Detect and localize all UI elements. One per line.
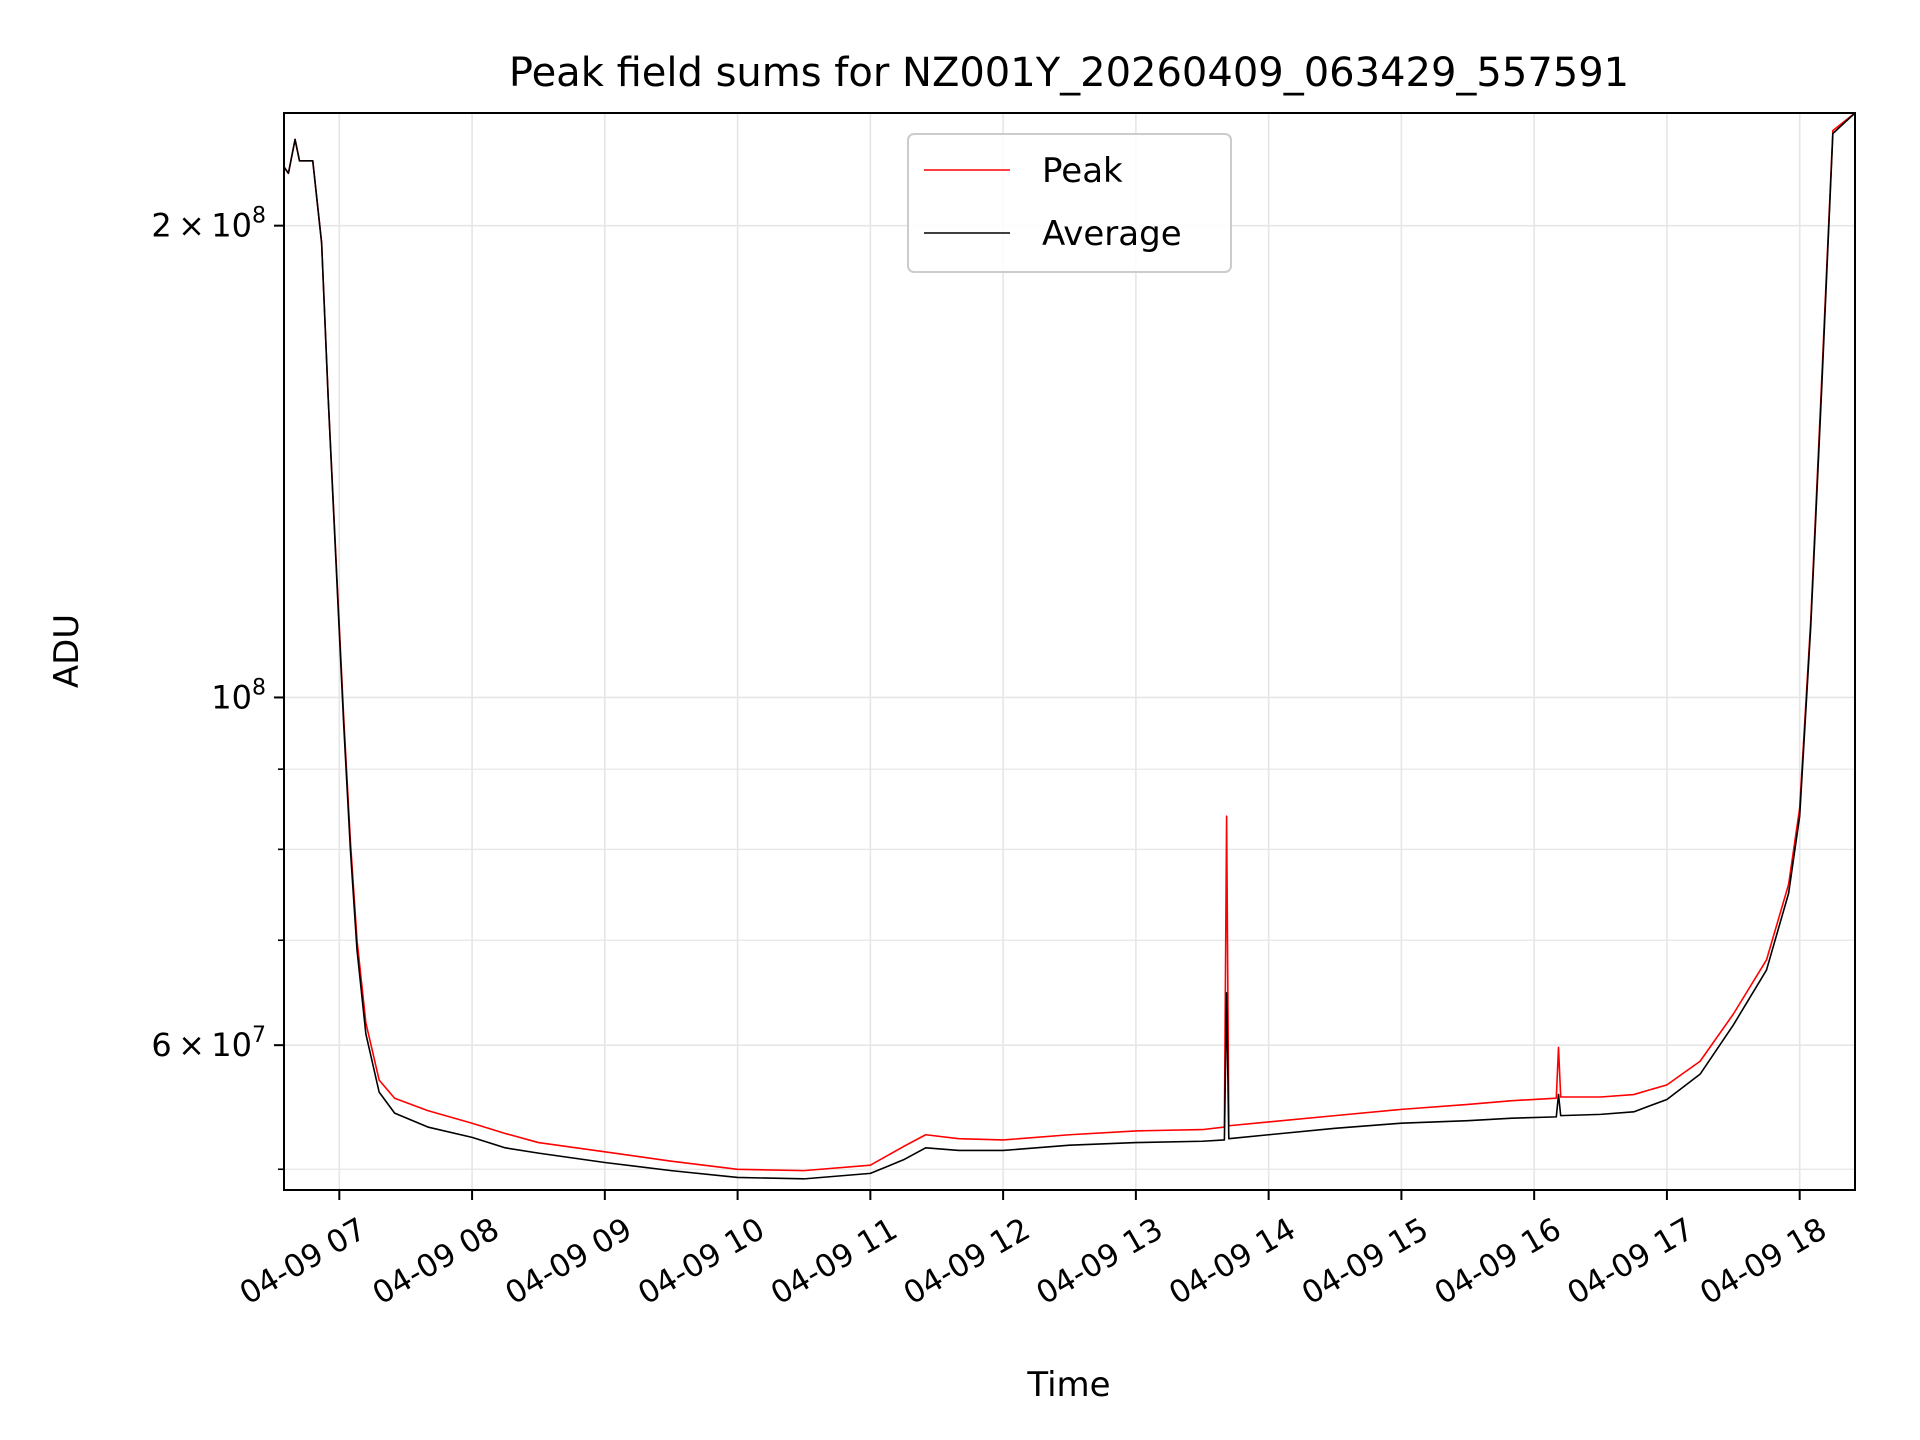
y-tick-exponent: 8 [252, 675, 266, 700]
legend-box [907, 133, 1232, 273]
legend-label-peak: Peak [1042, 151, 1123, 191]
series-line-average [283, 112, 1856, 1180]
legend: Peak Average [907, 133, 1232, 273]
y-tick-times: × 10 [172, 207, 252, 245]
x-axis-label: Time [1026, 1365, 1110, 1405]
series-layer [283, 112, 1856, 1180]
y-tick-exponent: 8 [252, 204, 266, 229]
y-tick-label: 6 × 107 [151, 1023, 266, 1064]
y-tick-base: 10 [211, 678, 252, 716]
plot-frame [283, 112, 1856, 1191]
y-axis-label: ADU [47, 614, 87, 688]
legend-label-average: Average [1042, 214, 1182, 254]
y-tick-mantissa: 2 [151, 207, 171, 245]
chart-title: Peak field sums for NZ001Y_20260409_0634… [509, 50, 1629, 96]
y-tick-label: 2 × 108 [151, 204, 266, 245]
y-tick-mantissa: 6 [151, 1026, 171, 1064]
y-tick-label: 108 [211, 675, 266, 716]
y-tick-exponent: 7 [252, 1023, 266, 1048]
y-tick-times: × 10 [172, 1026, 252, 1064]
